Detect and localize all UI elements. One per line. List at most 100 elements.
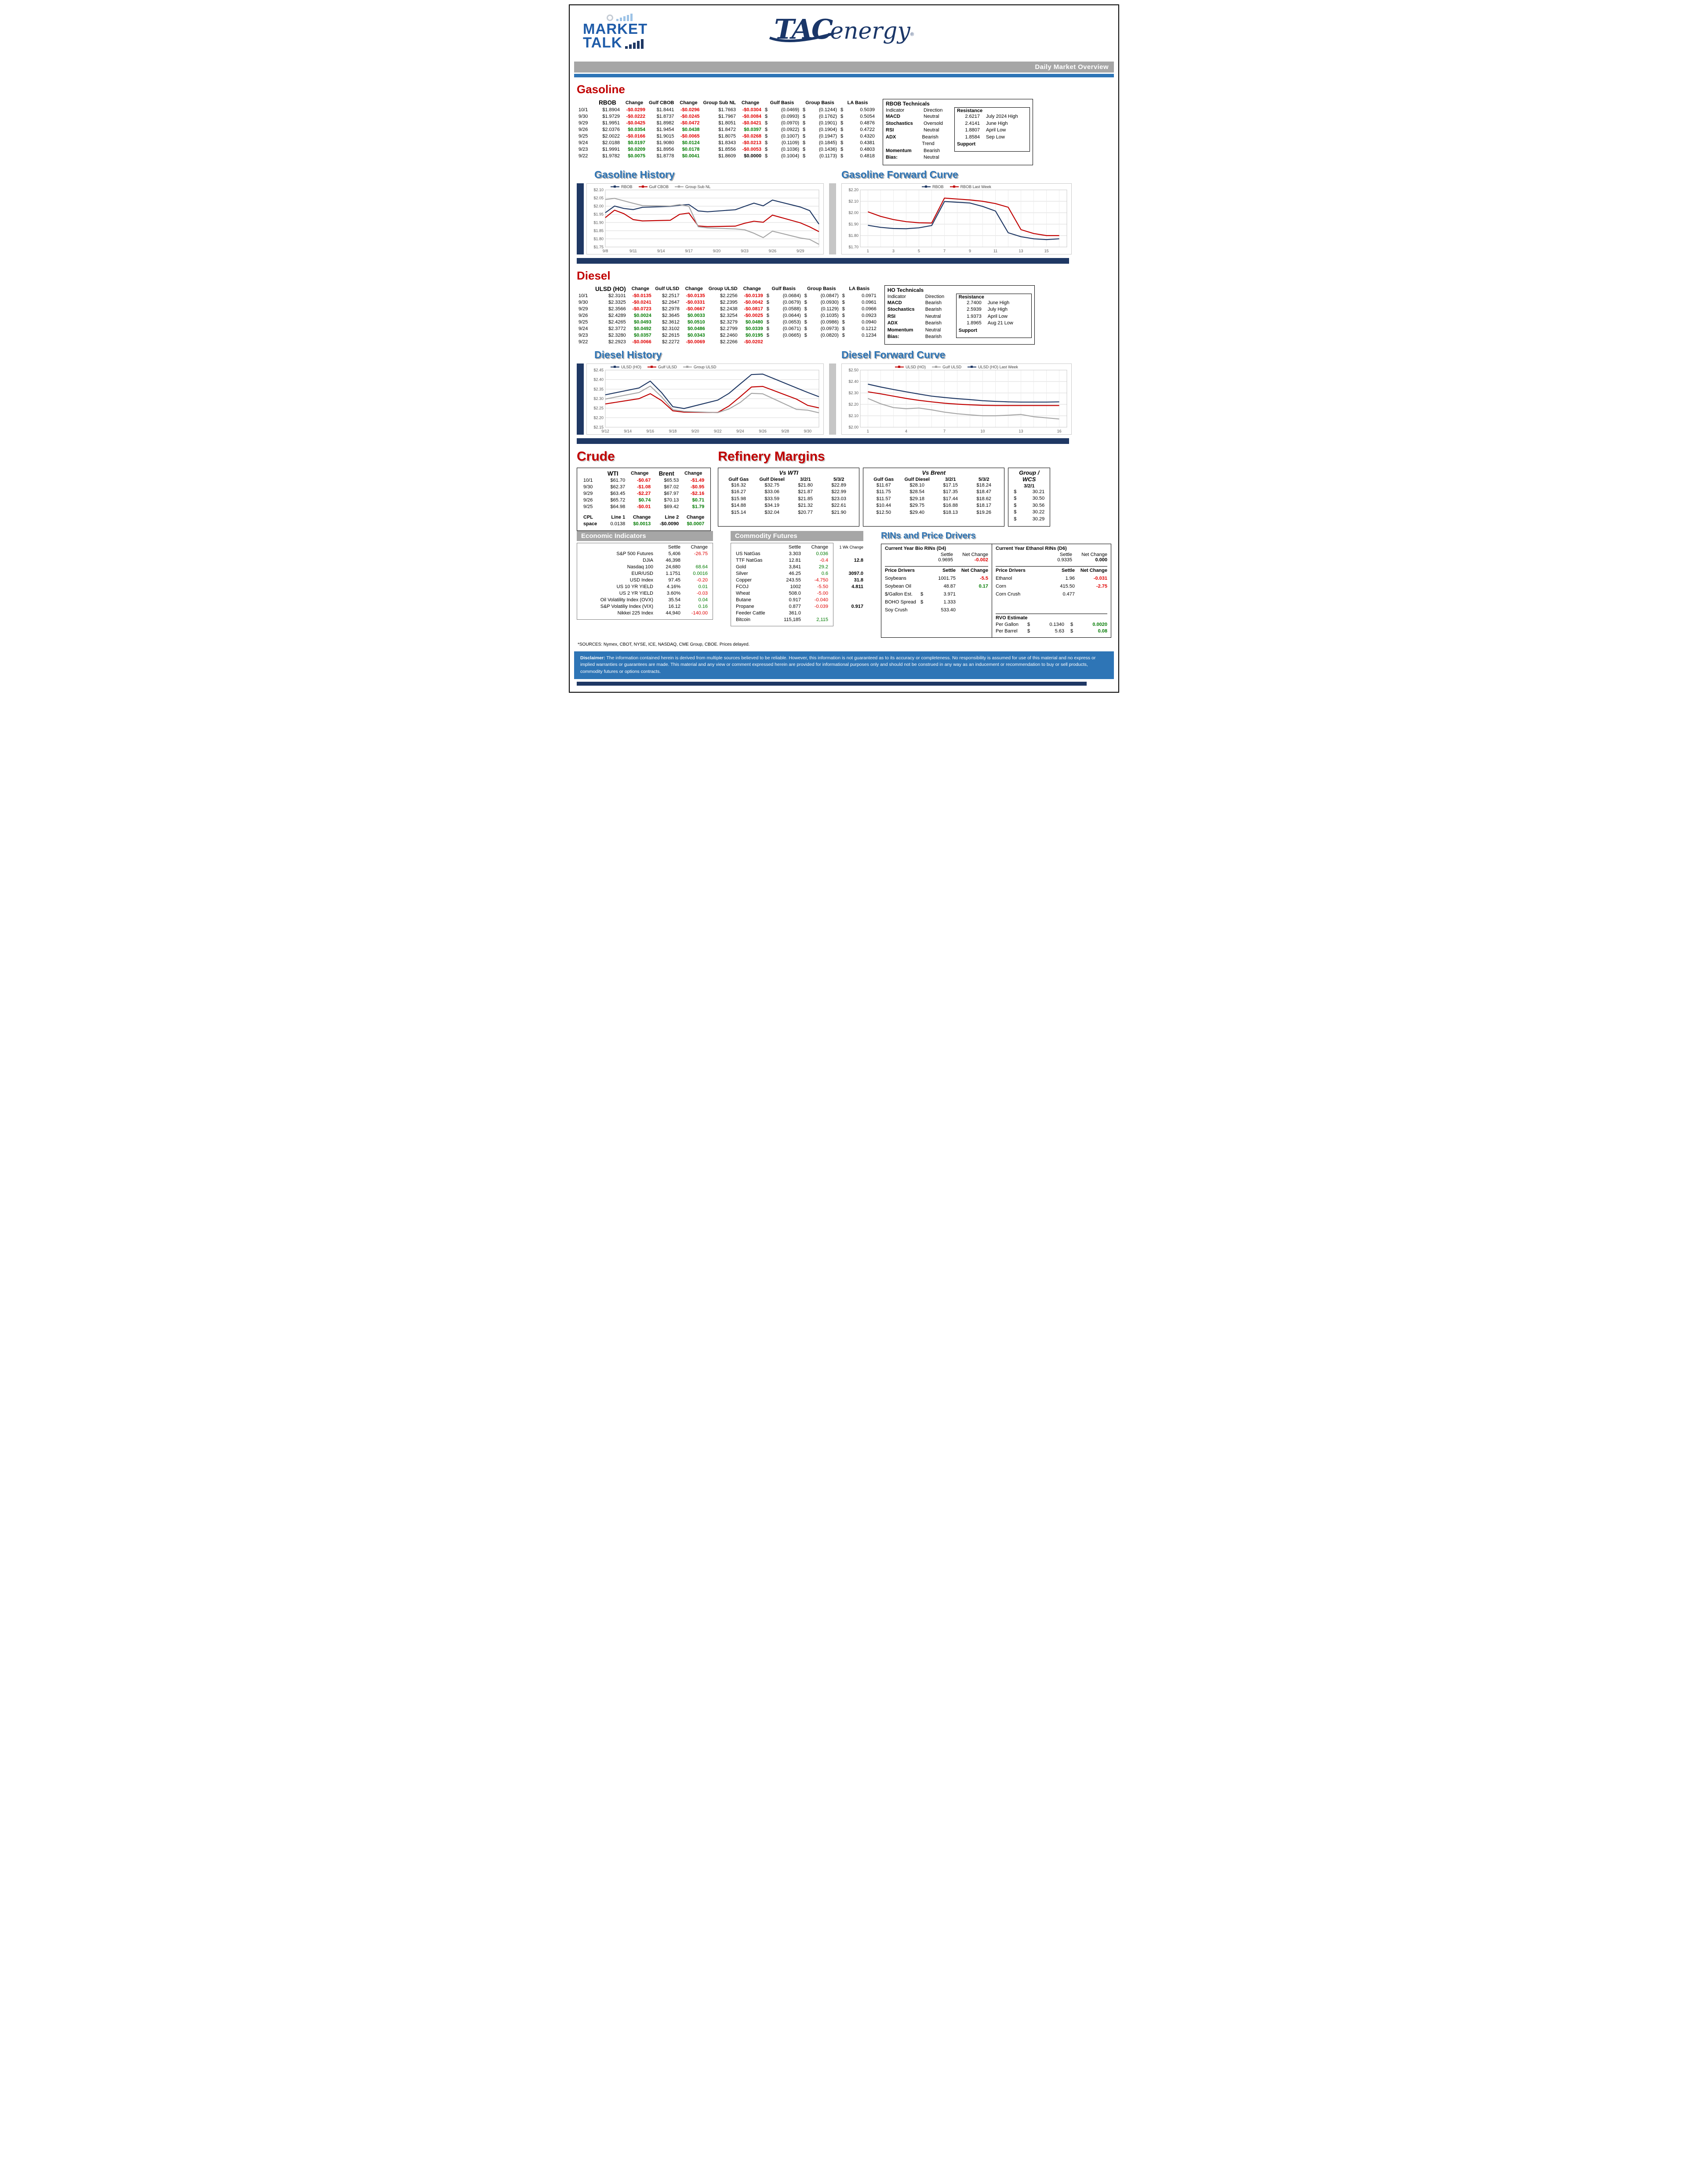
table-row: Butane 0.917 -0.040 bbox=[735, 597, 829, 603]
change-cell: -0.002 bbox=[974, 557, 988, 563]
date-cell: 9/23 bbox=[578, 146, 588, 152]
settle-cell: 115,185 bbox=[784, 617, 801, 622]
technicals-row: Stochastics Bearish bbox=[887, 307, 942, 312]
level-row: 2.5939 July High bbox=[967, 307, 1008, 312]
basis-cell: $ (0.1436) bbox=[803, 146, 837, 152]
table-row: Gold 3,841 29.2 bbox=[735, 564, 829, 571]
ho-technicals-panel: HO Technicals Indicator Direction MACD B… bbox=[884, 285, 1035, 345]
resistance-label: Resistance bbox=[957, 108, 983, 113]
table-row: S&P Volatiliy Index (VIX) 16.12 0.16 bbox=[581, 603, 709, 610]
chart-bars-icon bbox=[625, 39, 644, 50]
date-cell: 9/30 bbox=[578, 113, 588, 119]
basis-cell: $ (0.0653) bbox=[766, 320, 801, 325]
diesel-history-title: Diesel History bbox=[594, 349, 662, 360]
rvo-estimate-section: RVO Estimate Per Gallon $0.1340 $0.0020 … bbox=[996, 613, 1107, 634]
svg-text:9/17: 9/17 bbox=[685, 249, 693, 253]
indicator-label: Nikkei 225 Index bbox=[617, 611, 653, 616]
basis-cell: $ (0.0679) bbox=[766, 300, 801, 305]
table-row: 9/24 $2.0188 $0.0197 $1.9080 $0.0124 $1.… bbox=[577, 139, 877, 146]
settle-cell: 0.9695 bbox=[938, 557, 953, 563]
commodity-label: Propane bbox=[736, 604, 754, 609]
table-row: Silver 46.25 0.6 bbox=[735, 571, 829, 577]
change-cell: $1.79 bbox=[692, 504, 705, 509]
decorative-bar bbox=[577, 438, 1069, 444]
commodity-label: Copper bbox=[736, 578, 752, 583]
table-row: 9/29 $2.3566 -$0.0723 $2.2978 -$0.0667 $… bbox=[577, 306, 878, 313]
date-cell: 9/26 bbox=[583, 498, 593, 503]
basis-cell: $ (0.0684) bbox=[766, 293, 801, 298]
banner-title: Daily Market Overview bbox=[1035, 63, 1109, 71]
price-cell: $2.0188 bbox=[602, 140, 620, 145]
technicals-header: Indicator Direction bbox=[886, 108, 943, 113]
basis-cell: $0.4803 bbox=[840, 146, 875, 152]
commodity-label: Feeder Cattle bbox=[736, 611, 765, 616]
settle-cell: 1.1751 bbox=[666, 571, 680, 576]
basis-cell: $0.5039 bbox=[840, 107, 875, 113]
technicals-row: ADX Bearish bbox=[887, 320, 942, 326]
basis-cell: $ bbox=[803, 339, 840, 345]
rvo-rows: Per Gallon $0.1340 $0.0020 Per Barrel $5… bbox=[996, 622, 1107, 634]
change-cell: 2,115 bbox=[816, 617, 828, 622]
week-change-cell bbox=[833, 610, 863, 617]
price-cell: $2.3645 bbox=[662, 313, 680, 318]
price-cell: $2.4265 bbox=[608, 320, 626, 325]
change-cell: 29.2 bbox=[819, 564, 828, 570]
crude-table-box: WTI Change Brent Change 10/1 $61.70 -$0.… bbox=[577, 467, 711, 531]
support-label: Support bbox=[958, 327, 977, 333]
margin-row: $ 30.29 bbox=[1014, 516, 1045, 522]
table-row: 9/25 $2.0022 -$0.0166 $1.9015 -$0.0065 $… bbox=[577, 133, 877, 139]
change-cell: -$0.0425 bbox=[626, 120, 645, 126]
technicals-list: MACD Bearish Stochastics Bearish RSI Neu… bbox=[888, 300, 953, 341]
settle-cell: 1002 bbox=[790, 584, 801, 589]
resistance-support-box: Resistance 2.6217 July 2024 High 2.4141 … bbox=[954, 107, 1030, 152]
bio-rins-panel: Current Year Bio RINs (D4) Settle Net Ch… bbox=[881, 544, 992, 637]
rins-column: RINs and Price Drivers Current Year Bio … bbox=[881, 531, 1111, 638]
svg-text:$1.75: $1.75 bbox=[593, 245, 604, 249]
svg-text:$1.85: $1.85 bbox=[593, 228, 604, 233]
price-cell: $2.3566 bbox=[608, 306, 626, 312]
technicals-title: HO Technicals bbox=[887, 287, 924, 293]
settle-cell: 533.40 bbox=[941, 607, 956, 613]
driver-label: Corn bbox=[996, 583, 1006, 589]
margin-row: $10.44 $29.75 $16.88 $18.17 bbox=[876, 503, 992, 508]
table-row: 10/1 $2.3101 -$0.0135 $2.2517 -$0.0135 $… bbox=[577, 293, 878, 299]
table-row: 9/29 $1.9951 -$0.0425 $1.8982 -$0.0472 $… bbox=[577, 120, 877, 126]
svg-text:$1.70: $1.70 bbox=[848, 245, 859, 249]
svg-text:$1.80: $1.80 bbox=[593, 236, 604, 241]
change-cell: -$0.0667 bbox=[686, 306, 705, 312]
decorative-bar bbox=[574, 74, 1114, 77]
ethanol-rins-title: Current Year Ethanol RINs (D6) bbox=[996, 545, 1067, 551]
chart-canvas: $1.75 $1.80 $1.85 $1.90 $1.95 $2.00 $2.05 $2.10… bbox=[593, 188, 819, 253]
price-cell: $2.2923 bbox=[608, 339, 626, 345]
date-cell: 9/22 bbox=[578, 153, 588, 159]
svg-text:$2.15: $2.15 bbox=[593, 425, 604, 429]
basis-cell: $ (0.0820) bbox=[804, 333, 839, 338]
table-row: 9/24 $2.3772 $0.0492 $2.3102 $0.0486 $2.… bbox=[577, 326, 878, 332]
price-cell: $1.9454 bbox=[656, 127, 674, 132]
basis-cell: $ (0.1904) bbox=[803, 127, 837, 132]
technicals-row: Bias: Bearish bbox=[887, 334, 942, 339]
price-cell: $2.4289 bbox=[608, 313, 626, 318]
basis-cell: $ (0.1901) bbox=[803, 120, 837, 126]
settle-cell: 46,398 bbox=[666, 558, 680, 563]
commodity-label: Gold bbox=[736, 564, 746, 570]
price-cell: $65.53 bbox=[664, 478, 679, 483]
table-row: 9/30 $2.3325 -$0.0241 $2.2647 -$0.0331 $… bbox=[577, 299, 878, 306]
svg-text:9/14: 9/14 bbox=[624, 429, 632, 433]
change-cell: -$0.0135 bbox=[632, 293, 651, 298]
basis-cell: $ (0.1109) bbox=[765, 140, 799, 145]
week-change-cell: 0.917 bbox=[851, 603, 863, 609]
price-drivers-header: Price Drivers Settle Net Change bbox=[996, 566, 1107, 573]
chart-bars-icon bbox=[607, 12, 648, 21]
price-cell: $2.3254 bbox=[720, 313, 738, 318]
level-row: 2.7400 June High bbox=[967, 300, 1010, 305]
change-cell: -$0.0299 bbox=[626, 107, 645, 113]
gasoline-charts-row: Gasoline History $1.75 $1.80 $1.85 $1.90 $1.… bbox=[570, 165, 1118, 254]
indicator-label: S&P Volatiliy Index (VIX) bbox=[600, 604, 653, 609]
svg-text:$1.90: $1.90 bbox=[848, 222, 859, 226]
rvo-row: Per Gallon $0.1340 $0.0020 bbox=[996, 622, 1107, 627]
date-cell: 9/24 bbox=[578, 140, 588, 145]
change-cell: -140.00 bbox=[691, 611, 708, 616]
driver-label: Ethanol bbox=[996, 575, 1012, 581]
change-cell: $0.0024 bbox=[633, 313, 651, 318]
